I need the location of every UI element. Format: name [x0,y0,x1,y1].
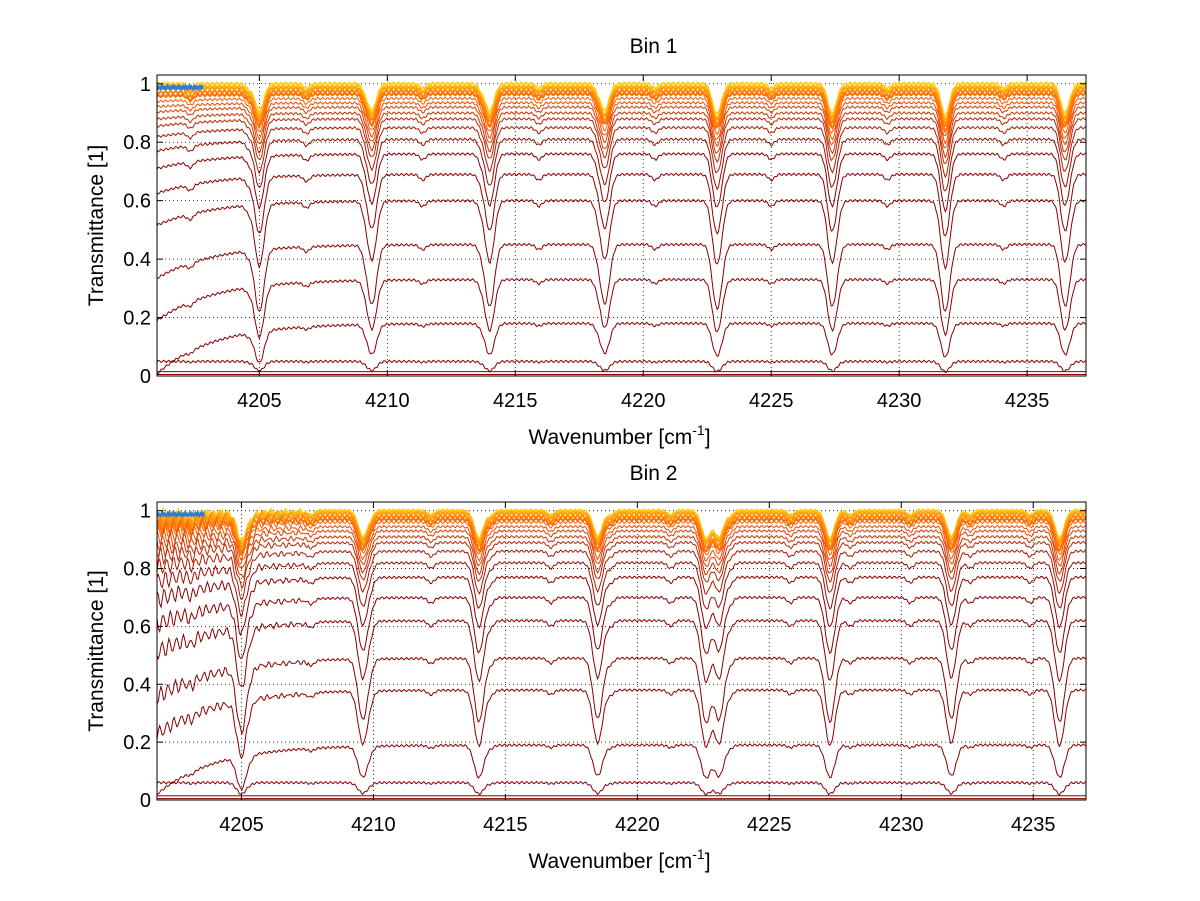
x-tick-label: 4220 [621,390,666,412]
y-tick-label: 0.4 [123,249,151,271]
spectrum-series [157,116,1086,164]
spectrum-series [157,321,1086,375]
spectrum-series-extra [157,509,205,518]
spectrum-series [157,83,1086,121]
x-tick-label: 4215 [493,390,538,412]
axes-box [156,501,1087,801]
x-axis-label: Wavenumber [cm-1] [528,846,710,873]
x-axis-label: Wavenumber [cm-1] [528,422,710,449]
spectrum-series [157,529,1086,569]
x-axis-label-superscript: -1 [692,422,705,438]
y-tick-label: 0.6 [123,191,151,213]
x-tick-label: 4225 [747,814,792,836]
spectrum-series [157,172,1086,237]
spectrum-series [157,359,1086,373]
spectrum-series [157,151,1086,213]
spectrum-series [157,242,1086,312]
y-tick-label: 1 [140,501,151,523]
spectrum-series [157,743,1086,795]
spectrum-series [157,595,1086,659]
series-group [157,505,1086,800]
spectrum-series [157,524,1086,565]
spectrum-series [157,88,1086,127]
y-tick-label: 0.8 [123,132,151,154]
spectrum-series [157,618,1086,687]
series-group [157,81,1086,375]
spectrum-series [157,560,1086,617]
y-axis-label: Transmittance [1] [85,570,108,731]
y-tick-label: 0 [140,366,151,388]
spectrum-series-extra [157,83,204,92]
spectrum-series [157,509,1086,544]
y-tick-label: 0.6 [123,616,151,638]
y-tick-label: 0.2 [123,732,151,754]
y-tick-label: 0.8 [123,559,151,581]
x-tick-label: 4225 [749,390,794,412]
spectrum-series [157,105,1086,149]
y-axis-label: Transmittance [1] [85,145,108,306]
y-tick-label: 1 [140,74,151,96]
y-tick-label: 0 [140,790,151,812]
x-tick-label: 4230 [877,390,922,412]
spectrum-series [157,137,1086,192]
spectrum-series [157,198,1086,271]
x-axis-label-end: ] [705,850,711,873]
x-tick-label: 4210 [365,390,410,412]
x-axis-label-end: ] [705,426,711,449]
spectrum-series [157,277,1086,340]
spectrum-series [157,688,1086,759]
chart-panel-bin-2: 4205 4210 4215 4220 4225 4230 4235 0 0.2 0.4 0.6 0.… [85,462,1087,873]
x-tick-label: 4215 [483,814,528,836]
axes-box [156,74,1087,377]
x-axis-label-main: Wavenumber [cm [528,850,692,873]
spectrum-series [157,549,1086,601]
x-tick-label: 4230 [879,814,924,836]
x-tick-label: 4235 [1011,814,1056,836]
spectrum-series [157,575,1086,637]
x-tick-label: 4210 [351,814,396,836]
spectrum-series [157,91,1086,135]
spectrum-series [157,125,1086,179]
chart-panel-bin-1: 4205 4210 4215 4220 4225 4230 4235 0 0.2 0.4 0.6 0.… [85,35,1087,449]
spectrum-series [157,96,1086,137]
x-tick-label: 4235 [1005,390,1050,412]
spectrum-series [157,516,1086,556]
spectrum-series [157,100,1086,145]
x-tick-label: 4205 [237,390,282,412]
x-tick-label: 4220 [615,814,660,836]
spectrum-series [157,534,1086,579]
spectrum-series [157,780,1086,796]
x-axis-label-superscript: -1 [692,846,705,862]
y-tick-label: 0.4 [123,674,151,696]
spectrum-series [157,520,1086,561]
x-tick-label: 4205 [219,814,264,836]
x-axis-label-main: Wavenumber [cm [528,426,692,449]
y-tick-label: 0.2 [123,308,151,330]
spectrum-series [157,540,1086,590]
chart-title: Bin 1 [630,35,678,58]
chart-title: Bin 2 [630,462,678,485]
spectrum-series [157,656,1086,736]
spectrum-series [157,512,1086,556]
spectrum-series [157,111,1086,159]
